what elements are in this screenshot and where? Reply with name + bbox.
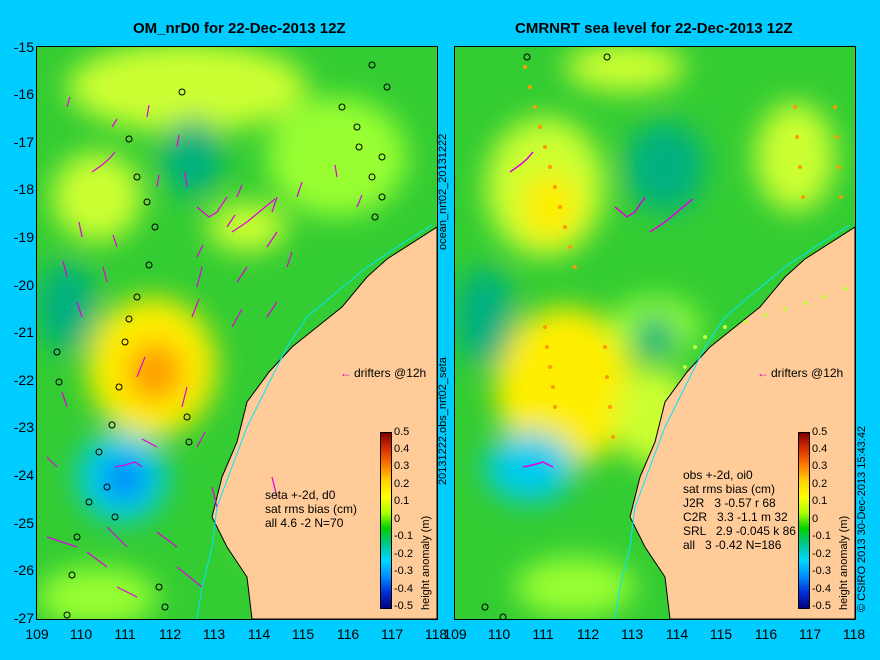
colorbar-tick-label: 0.2 — [812, 478, 828, 490]
colorbar-tick-label: -0.4 — [812, 583, 831, 595]
colorbar-tick-label: -0.2 — [812, 548, 831, 560]
x-tick-label: 109 — [25, 626, 49, 642]
colorbar-tick-label: 0.4 — [812, 443, 828, 455]
left-stats-text: seta +-2d, d0 sat rms bias (cm) all 4.6 … — [265, 488, 358, 530]
x-tick-label: 115 — [709, 626, 733, 642]
colorbar-unit-label: height anomaly (m) — [838, 515, 850, 610]
x-tick-label: 112 — [158, 626, 182, 642]
colorbar-tick-label: 0.3 — [812, 460, 828, 472]
right-map-title: CMRNRT sea level for 22-Dec-2013 12Z — [515, 20, 793, 37]
x-tick-label: 116 — [336, 626, 360, 642]
right-side-label: 20131222.obs_nrt02_seta — [437, 357, 449, 485]
drifter-legend-label: drifters @12h — [354, 366, 427, 380]
colorbar-tick-label: -0.4 — [394, 583, 413, 595]
y-tick-label: -16 — [13, 86, 34, 102]
colorbar-unit-label: height anomaly (m) — [420, 515, 432, 610]
x-tick-label: 112 — [576, 626, 600, 642]
drifter-legend-label: drifters @12h — [771, 366, 844, 380]
y-tick-label: -18 — [13, 181, 34, 197]
drifter-arrow-icon: ← — [757, 366, 769, 380]
x-tick-label: 109 — [443, 626, 467, 642]
colorbar-tick-label: -0.5 — [394, 600, 413, 612]
colorbar-tick-label: -0.3 — [394, 565, 413, 577]
colorbar-tick-label: 0 — [812, 513, 819, 525]
left-colorbar — [380, 432, 392, 609]
colorbar-tick-label: -0.1 — [394, 530, 413, 542]
x-tick-label: 114 — [247, 626, 271, 642]
y-tick-label: -20 — [13, 277, 34, 293]
y-tick-label: -23 — [13, 419, 34, 435]
y-tick-label: -24 — [13, 467, 34, 483]
left-map-title: OM_nrD0 for 22-Dec-2013 12Z — [133, 20, 346, 37]
colorbar-tick-label: 0.2 — [394, 478, 410, 490]
colorbar-tick-label: -0.2 — [394, 548, 413, 560]
x-tick-label: 114 — [665, 626, 689, 642]
drifter-arrow-icon: ← — [340, 366, 352, 380]
x-tick-label: 113 — [620, 626, 644, 642]
colorbar-tick-label: -0.3 — [812, 565, 831, 577]
left-side-label: ocean_nrt02_20131222 — [437, 133, 449, 250]
x-tick-label: 117 — [380, 626, 404, 642]
y-tick-label: -25 — [13, 515, 34, 531]
colorbar-tick-label: 0 — [394, 513, 401, 525]
x-tick-label: 118 — [842, 626, 866, 642]
colorbar-tick-label: -0.1 — [812, 530, 831, 542]
colorbar-tick-label: -0.5 — [812, 600, 831, 612]
x-tick-label: 110 — [69, 626, 93, 642]
y-tick-label: -19 — [13, 229, 34, 245]
right-stats-text: obs +-2d, oi0 sat rms bias (cm) J2R 3 -0… — [683, 468, 796, 552]
y-tick-label: -27 — [13, 610, 34, 626]
colorbar-tick-label: 0.1 — [394, 495, 410, 507]
x-tick-label: 113 — [202, 626, 226, 642]
colorbar-tick-label: 0.3 — [394, 460, 410, 472]
x-tick-label: 116 — [754, 626, 778, 642]
x-tick-label: 111 — [114, 626, 136, 642]
x-tick-label: 110 — [487, 626, 511, 642]
left-drifter-legend: ← drifters @12h — [340, 366, 426, 380]
x-tick-label: 117 — [798, 626, 822, 642]
y-tick-label: -22 — [13, 372, 34, 388]
y-tick-label: -17 — [13, 134, 34, 150]
y-tick-label: -26 — [13, 562, 34, 578]
x-tick-label: 118 — [424, 626, 448, 642]
credit-text: © CSIRO 2013 30-Dec-2013 15:43:42 — [856, 425, 868, 612]
right-drifter-legend: ← drifters @12h — [757, 366, 843, 380]
left-map-canvas — [37, 47, 437, 619]
y-tick-label: -15 — [13, 39, 34, 55]
colorbar-tick-label: 0.1 — [812, 495, 828, 507]
colorbar-tick-label: 0.5 — [394, 426, 410, 438]
x-tick-label: 115 — [291, 626, 315, 642]
y-tick-label: -21 — [13, 324, 34, 340]
left-map-panel — [36, 46, 438, 620]
x-tick-label: 111 — [532, 626, 554, 642]
colorbar-tick-label: 0.5 — [812, 426, 828, 438]
right-colorbar — [798, 432, 810, 609]
colorbar-tick-label: 0.4 — [394, 443, 410, 455]
